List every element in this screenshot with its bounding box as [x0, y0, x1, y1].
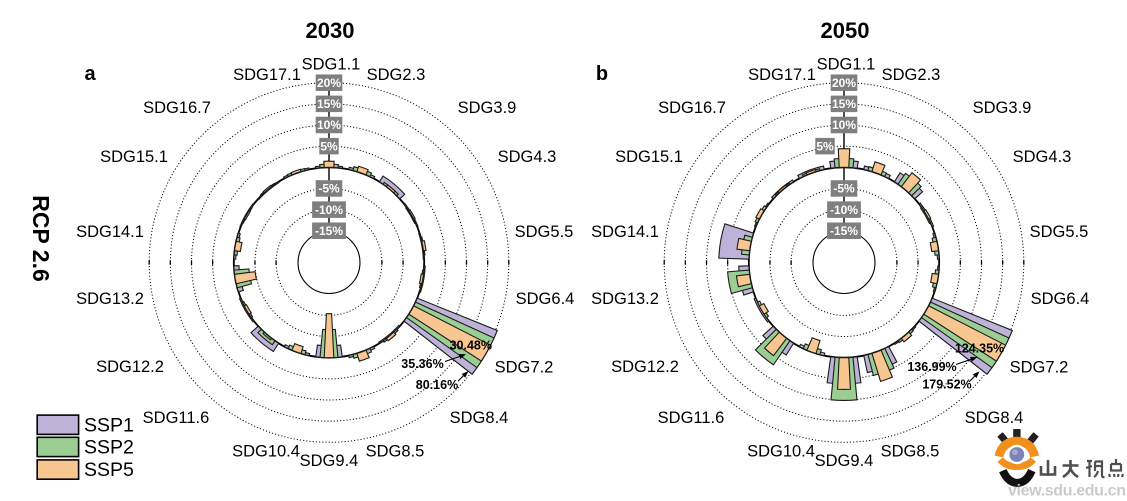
svg-text:15%: 15%	[832, 97, 856, 111]
svg-text:2050: 2050	[821, 18, 870, 43]
svg-text:SDG17.1: SDG17.1	[233, 66, 301, 84]
svg-text:SSP2: SSP2	[84, 437, 134, 459]
svg-text:SDG11.6: SDG11.6	[143, 409, 210, 427]
svg-text:SDG9.4: SDG9.4	[300, 452, 359, 470]
svg-text:SDG16.7: SDG16.7	[658, 99, 726, 117]
svg-text:SDG6.4: SDG6.4	[516, 290, 575, 308]
svg-text:SDG10.4: SDG10.4	[232, 442, 300, 460]
svg-text:SDG13.2: SDG13.2	[76, 290, 144, 308]
svg-text:SDG7.2: SDG7.2	[1010, 358, 1069, 376]
svg-text:SDG11.6: SDG11.6	[658, 409, 725, 427]
svg-text:SDG14.1: SDG14.1	[76, 223, 144, 241]
svg-text:SDG7.2: SDG7.2	[495, 358, 554, 376]
svg-text:-5%: -5%	[318, 182, 340, 196]
svg-text:a: a	[84, 63, 96, 85]
svg-text:SSP5: SSP5	[84, 459, 134, 481]
svg-text:SDG10.4: SDG10.4	[747, 442, 815, 460]
svg-text:RCP 2.6: RCP 2.6	[28, 195, 54, 282]
svg-text:SDG2.3: SDG2.3	[882, 66, 941, 84]
svg-text:SDG6.4: SDG6.4	[1031, 290, 1090, 308]
svg-text:124.35%: 124.35%	[955, 342, 1004, 356]
svg-text:SDG13.2: SDG13.2	[591, 290, 659, 308]
svg-text:10%: 10%	[832, 118, 856, 132]
svg-text:SDG3.9: SDG3.9	[458, 99, 517, 117]
svg-text:SDG15.1: SDG15.1	[100, 148, 168, 166]
svg-text:80.16%: 80.16%	[416, 378, 458, 392]
svg-text:-15%: -15%	[315, 224, 343, 238]
svg-text:20%: 20%	[317, 76, 341, 90]
svg-text:SDG4.3: SDG4.3	[1013, 148, 1072, 166]
svg-text:20%: 20%	[832, 76, 856, 90]
svg-text:-10%: -10%	[315, 203, 343, 217]
svg-text:SDG8.5: SDG8.5	[881, 442, 940, 460]
svg-text:136.99%: 136.99%	[907, 360, 956, 374]
svg-text:SDG12.2: SDG12.2	[611, 358, 679, 376]
svg-text:SDG14.1: SDG14.1	[591, 223, 659, 241]
svg-text:view.sdu.edu.cn: view.sdu.edu.cn	[1008, 483, 1126, 500]
svg-text:-5%: -5%	[833, 182, 855, 196]
svg-text:SDG1.1: SDG1.1	[302, 55, 361, 73]
svg-text:SDG2.3: SDG2.3	[367, 66, 426, 84]
svg-text:-10%: -10%	[830, 203, 858, 217]
svg-text:b: b	[596, 63, 608, 85]
svg-text:30.48%: 30.48%	[450, 339, 492, 353]
svg-text:SDG4.3: SDG4.3	[498, 148, 557, 166]
svg-text:SDG5.5: SDG5.5	[515, 223, 574, 241]
svg-text:SDG8.4: SDG8.4	[965, 409, 1024, 427]
svg-text:10%: 10%	[317, 118, 341, 132]
svg-text:5%: 5%	[320, 139, 338, 153]
svg-text:-15%: -15%	[830, 224, 858, 238]
svg-text:SDG16.7: SDG16.7	[143, 99, 211, 117]
svg-text:179.52%: 179.52%	[922, 378, 971, 392]
svg-text:5%: 5%	[816, 139, 834, 153]
svg-text:SDG15.1: SDG15.1	[615, 148, 683, 166]
svg-text:SDG17.1: SDG17.1	[748, 66, 816, 84]
svg-text:SDG5.5: SDG5.5	[1030, 223, 1089, 241]
svg-text:SSP1: SSP1	[84, 414, 134, 436]
svg-text:SDG1.1: SDG1.1	[817, 55, 876, 73]
svg-text:15%: 15%	[317, 97, 341, 111]
svg-text:35.36%: 35.36%	[401, 357, 443, 371]
svg-text:SDG12.2: SDG12.2	[96, 358, 164, 376]
svg-text:2030: 2030	[306, 18, 355, 43]
svg-text:SDG3.9: SDG3.9	[973, 99, 1032, 117]
svg-text:SDG8.5: SDG8.5	[366, 442, 425, 460]
svg-text:SDG9.4: SDG9.4	[815, 452, 874, 470]
svg-text:SDG8.4: SDG8.4	[450, 409, 509, 427]
